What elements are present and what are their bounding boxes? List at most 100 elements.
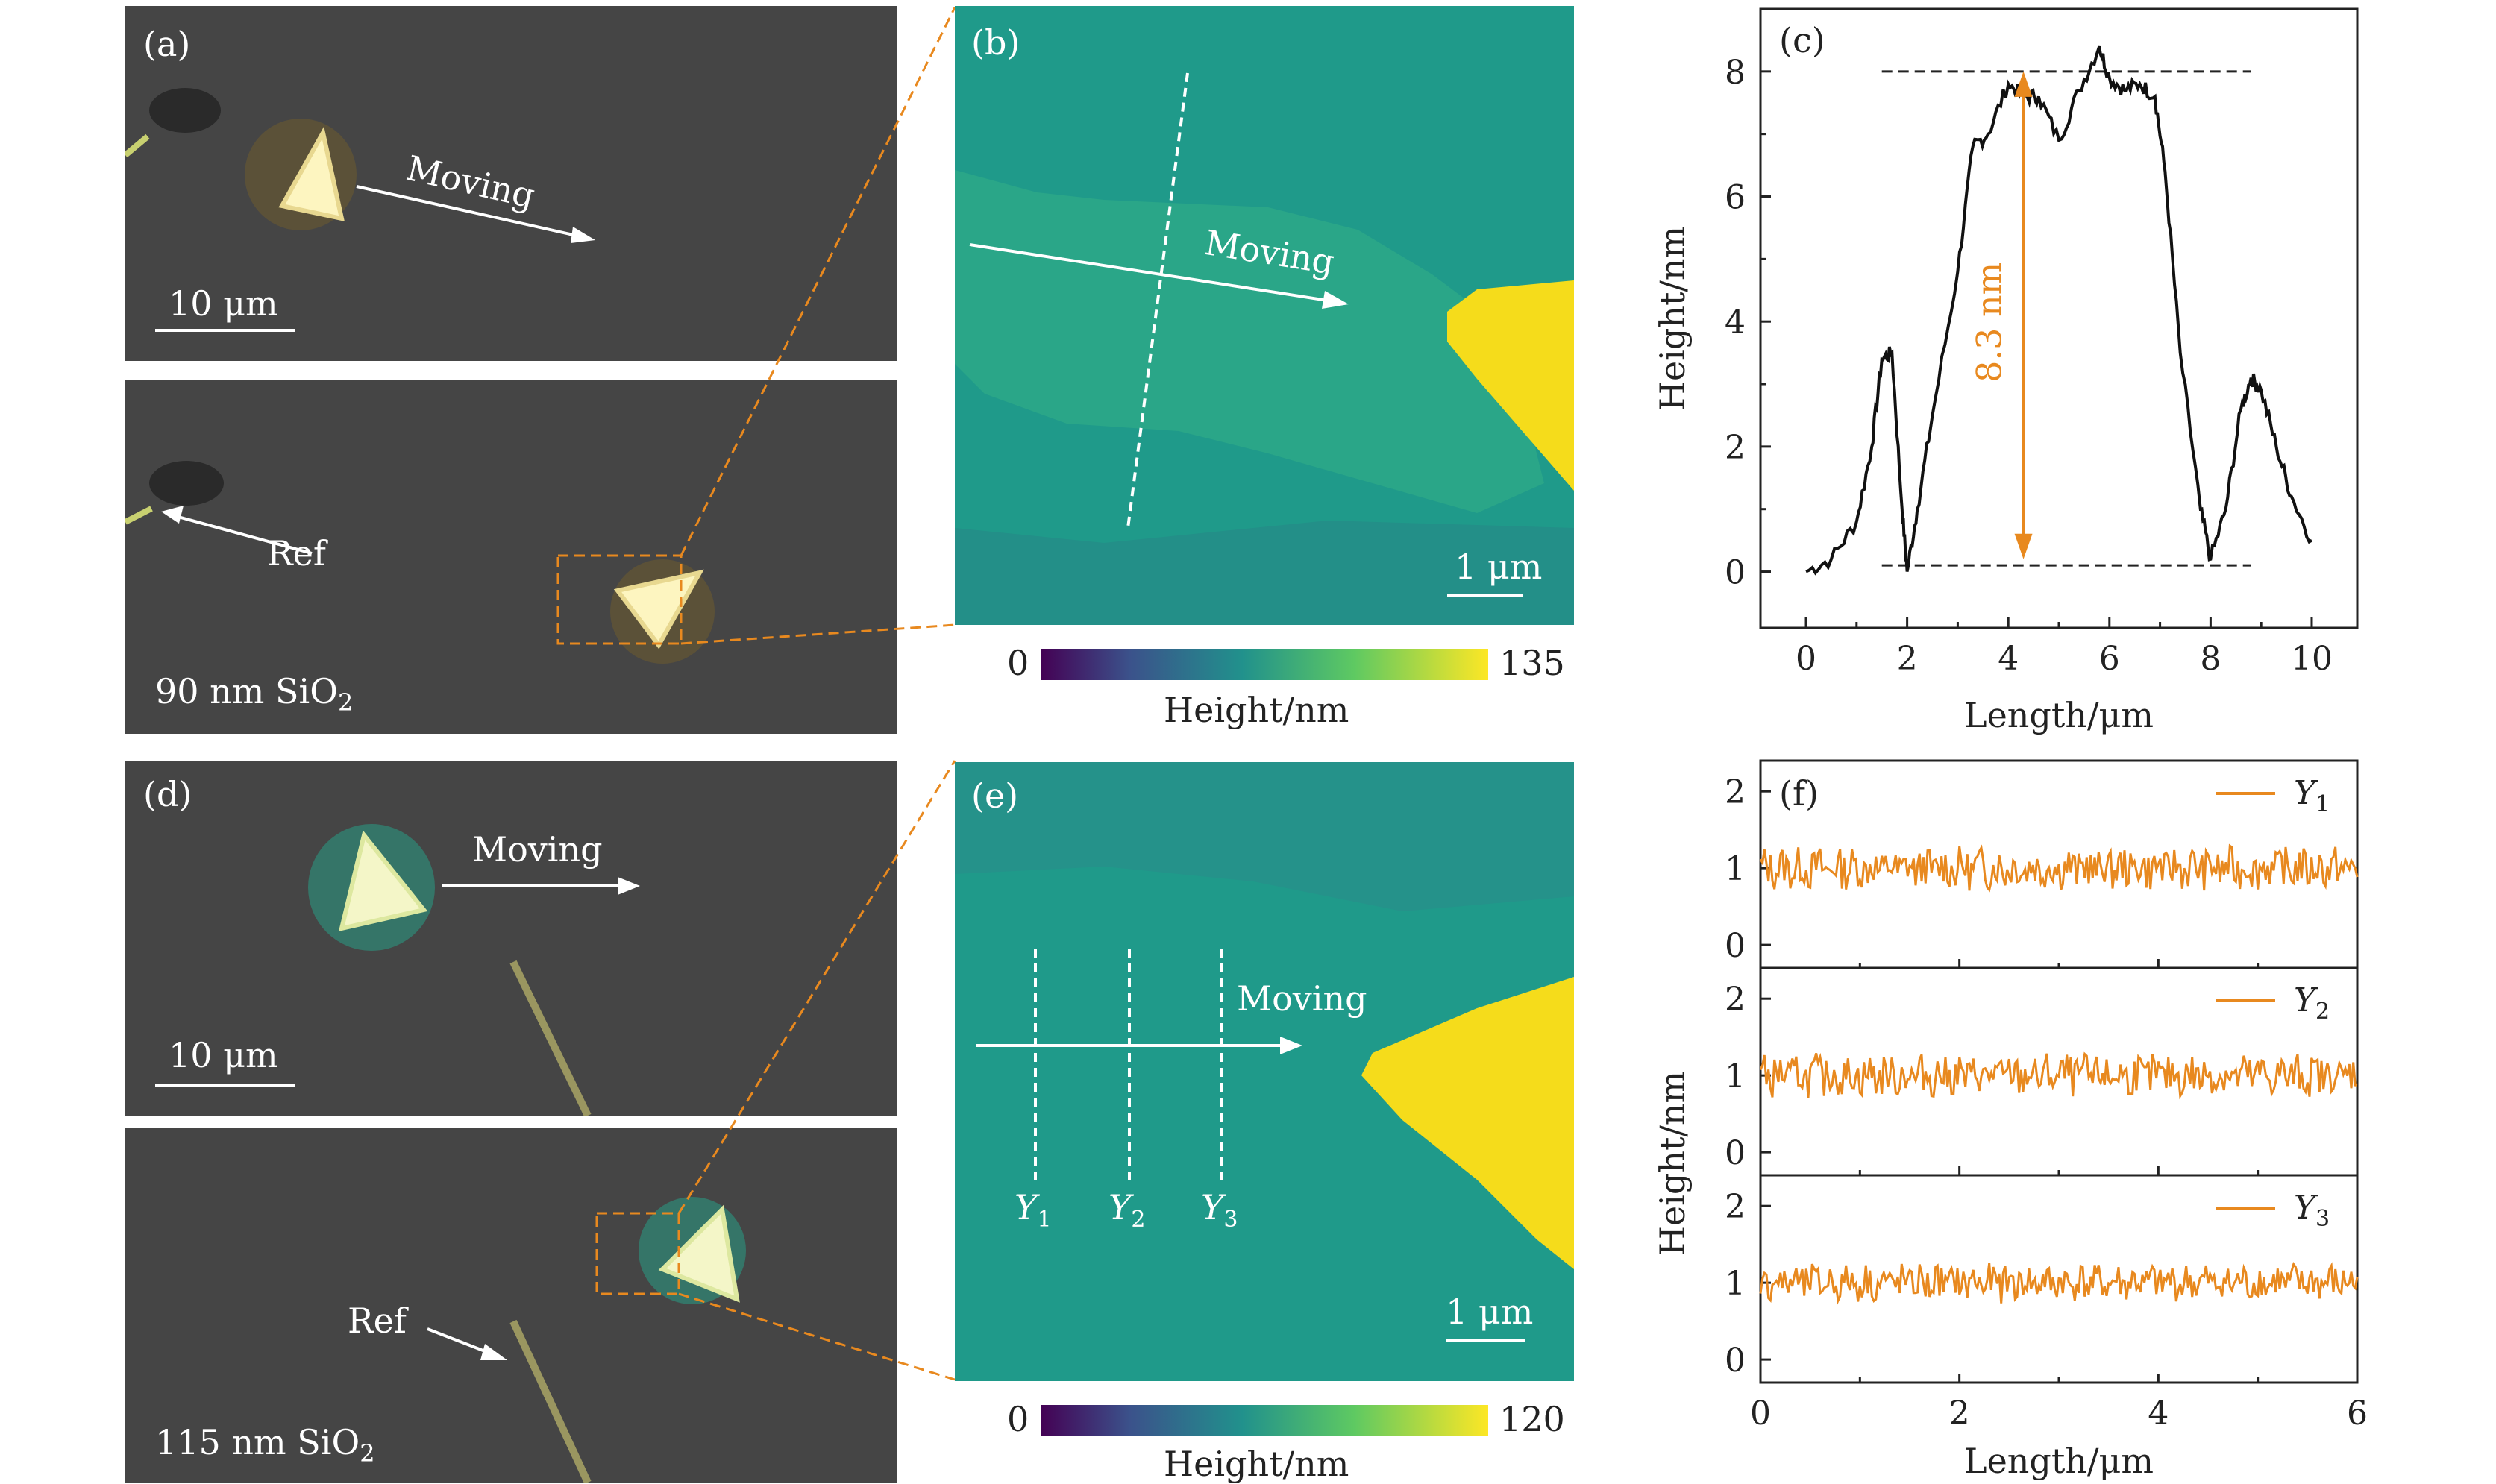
- colorbar-min: 0: [1007, 643, 1029, 683]
- panel-b-colorbar: [1041, 649, 1488, 680]
- flake-triangle: [613, 569, 704, 650]
- c-xtick-label: 8: [2200, 640, 2221, 678]
- scale-bar-label: 10 μm: [169, 283, 278, 324]
- f-ytick-label: 2: [1725, 1188, 1746, 1226]
- ref-wire: [509, 960, 592, 1116]
- moving-label: Moving: [1237, 978, 1367, 1019]
- line-label-y2-main: Y: [1109, 1187, 1132, 1227]
- panel-b-afm: (b) Moving 1 μm: [955, 6, 1574, 625]
- f-xlabel: Length/μm: [1964, 1441, 2154, 1481]
- panel-b-label: (b): [971, 22, 1020, 63]
- line-label-y1-main: Y: [1015, 1187, 1038, 1227]
- moving-arrowhead: [571, 227, 595, 243]
- c-xtick-label: 2: [1897, 640, 1918, 678]
- afm-region-top: [955, 762, 1574, 911]
- profile-line: [1126, 72, 1189, 529]
- f-ytick-label: 1: [1725, 850, 1746, 888]
- f-legend-sub: 2: [2315, 999, 2330, 1025]
- panel-e-afm: (e) Moving Y1 Y2 Y3 1 μm: [955, 762, 1574, 1381]
- scale-bar-label: 10 μm: [169, 1035, 278, 1075]
- c-ylabel: Height/nm: [1652, 226, 1693, 411]
- afm-flake: [1361, 977, 1574, 1269]
- substrate-subscript: 2: [360, 1439, 375, 1468]
- colorbar-min: 0: [1007, 1399, 1029, 1439]
- ref-arrow-line: [169, 513, 313, 555]
- panel-d-top-graphics: [155, 824, 640, 1116]
- moving-arrow-line: [356, 185, 577, 237]
- c-ytick-label: 8: [1725, 54, 1746, 92]
- line-label-y1-sub: 1: [1037, 1207, 1052, 1233]
- flake-triangle: [278, 126, 345, 221]
- height-arrowhead-down: [2014, 533, 2033, 559]
- f-ytick-label: 2: [1725, 773, 1746, 811]
- c-xtick-label: 4: [1998, 640, 2019, 678]
- zoom-box: [556, 554, 683, 645]
- panel-e-label: (e): [971, 776, 1019, 816]
- f-xtick-label: 6: [2347, 1395, 2368, 1433]
- height-annotation: 8.3 nm: [1969, 262, 2010, 383]
- f-series-Y2: [1759, 1051, 2358, 1100]
- panel-e-colorbar: [1041, 1405, 1488, 1436]
- panel-f-label: (f): [1779, 773, 1819, 814]
- c-ytick-label: 0: [1725, 554, 1746, 592]
- flake-triangle: [658, 1204, 740, 1303]
- panel-d-bottom-graphics: [427, 1197, 746, 1483]
- flake-triangle: [338, 830, 428, 931]
- ref-arrowhead: [161, 506, 184, 524]
- f-legend-label: Y1: [2294, 774, 2330, 817]
- moving-label: Moving: [472, 829, 603, 870]
- f-ytick-label: 1: [1725, 1057, 1746, 1095]
- panel-d-bottom: Ref 115 nm SiO2: [125, 1128, 897, 1483]
- scale-bar-label: 1 μm: [1455, 547, 1543, 587]
- colorbar-label: Height/nm: [1164, 690, 1349, 730]
- substrate-text: 115 nm SiO: [155, 1422, 360, 1462]
- c-ytick-label: 2: [1725, 429, 1746, 467]
- panel-a-label: (a): [143, 24, 191, 64]
- ref-label: Ref: [348, 1301, 407, 1341]
- colorbar-gradient: [1041, 649, 1488, 680]
- c-ytick-label: 6: [1725, 179, 1746, 217]
- colorbar-gradient: [1041, 1405, 1488, 1436]
- panel-e-graphics: [955, 762, 1574, 1381]
- panel-b-graphics: [955, 6, 1574, 625]
- profile-series: [1805, 45, 2312, 576]
- line-label-y2-sub: 2: [1131, 1207, 1146, 1233]
- f-legend-sub: 3: [2315, 1206, 2330, 1232]
- f-xtick-label: 2: [1949, 1395, 1970, 1433]
- line-label-y1: Y1: [1015, 1187, 1051, 1233]
- f-ylabel: Height/nm: [1652, 1071, 1693, 1256]
- ref-arrowhead: [480, 1344, 507, 1360]
- ref-wire: [125, 506, 153, 525]
- ref-particle: [149, 88, 221, 133]
- afm-region-lower: [955, 521, 1574, 625]
- c-xtick-label: 10: [2291, 640, 2333, 678]
- moving-arrowhead: [618, 877, 640, 895]
- c-xtick-label: 0: [1796, 640, 1816, 678]
- moving-arrowhead: [1322, 291, 1349, 309]
- ref-wire: [125, 133, 150, 158]
- f-series-Y3: [1759, 1262, 2359, 1305]
- scale-bar-label: 1 μm: [1446, 1292, 1534, 1332]
- substrate-label: 115 nm SiO2: [155, 1422, 375, 1468]
- f-ytick-label: 0: [1725, 1134, 1746, 1172]
- f-ytick-label: 0: [1725, 927, 1746, 965]
- c-xlabel: Length/μm: [1964, 695, 2154, 735]
- substrate-label: 90 nm SiO2: [155, 671, 353, 717]
- c-xtick-label: 6: [2099, 640, 2120, 678]
- moving-arrowhead: [1280, 1037, 1302, 1054]
- ref-particle: [149, 461, 224, 506]
- line-label-y3-sub: 3: [1223, 1207, 1238, 1233]
- line-label-y2: Y2: [1109, 1187, 1145, 1233]
- f-legend-sub: 1: [2315, 791, 2330, 817]
- afm-flake: [1447, 280, 1574, 491]
- c-ticks: 0 2 4 6 8 10 0 2 4 6 8: [1725, 54, 2333, 678]
- afm-region-raised: [955, 170, 1544, 513]
- colorbar-max: 120: [1499, 1399, 1565, 1439]
- line-label-y3-main: Y: [1201, 1187, 1224, 1227]
- c-ytick-label: 4: [1725, 304, 1746, 342]
- f-xtick-label: 4: [2148, 1395, 2169, 1433]
- panel-a-top: (a) Moving 10 μm: [125, 6, 897, 361]
- line-label-y3: Y3: [1201, 1187, 1238, 1233]
